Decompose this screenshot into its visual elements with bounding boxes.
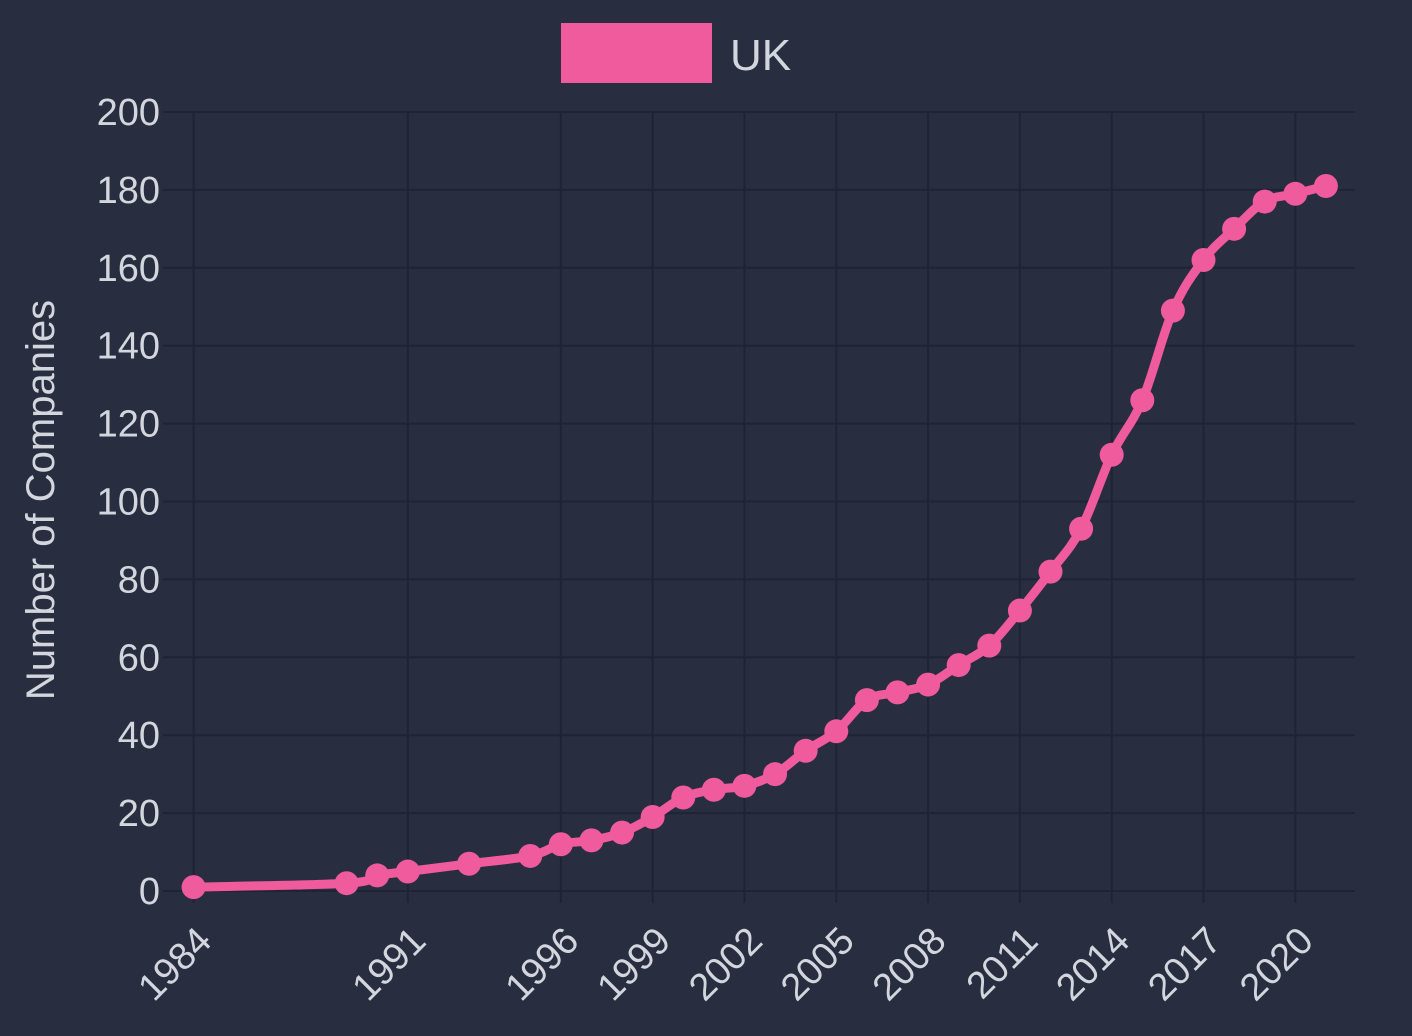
y-tick-label: 40 bbox=[118, 715, 160, 757]
data-point-2014[interactable] bbox=[1099, 442, 1124, 467]
y-tick-label: 80 bbox=[118, 559, 160, 601]
data-point-1996[interactable] bbox=[548, 832, 573, 857]
data-point-2008[interactable] bbox=[916, 672, 941, 697]
x-axis-ticks: 1984 1991 1996 1999 2002 2005 2008 2011 2014 2017… bbox=[130, 920, 1321, 1009]
data-point-2004[interactable] bbox=[793, 738, 818, 763]
legend[interactable]: UK bbox=[561, 23, 791, 83]
data-point-2005[interactable] bbox=[824, 719, 849, 744]
x-tick-label: 2005 bbox=[773, 920, 862, 1009]
data-point-1990[interactable] bbox=[365, 863, 390, 888]
data-point-2011[interactable] bbox=[1007, 598, 1032, 623]
data-point-2021[interactable] bbox=[1313, 174, 1338, 199]
legend-swatch-uk bbox=[561, 23, 712, 83]
data-point-1998[interactable] bbox=[610, 820, 635, 845]
data-point-2007[interactable] bbox=[885, 680, 910, 705]
data-point-1991[interactable] bbox=[395, 859, 420, 884]
y-axis-label: Number of Companies bbox=[19, 300, 63, 700]
data-point-1995[interactable] bbox=[518, 843, 543, 868]
y-tick-label: 200 bbox=[97, 92, 160, 134]
x-tick-label: 1991 bbox=[345, 920, 434, 1009]
y-axis-ticks: 0 20 40 60 80 100 120 140 160 180 200 bbox=[97, 92, 160, 913]
data-point-2013[interactable] bbox=[1069, 516, 1094, 541]
data-point-2002[interactable] bbox=[732, 773, 757, 798]
x-tick-label: 2017 bbox=[1140, 920, 1229, 1009]
x-tick-label: 2020 bbox=[1232, 920, 1321, 1009]
y-tick-label: 100 bbox=[97, 482, 160, 524]
legend-label-uk: UK bbox=[730, 31, 791, 80]
y-tick-label: 0 bbox=[139, 871, 160, 913]
data-point-2010[interactable] bbox=[977, 633, 1002, 658]
y-tick-label: 160 bbox=[97, 248, 160, 290]
data-point-2015[interactable] bbox=[1130, 388, 1155, 413]
data-point-2012[interactable] bbox=[1038, 559, 1063, 584]
data-point-1989[interactable] bbox=[334, 871, 359, 896]
x-tick-label: 2014 bbox=[1049, 920, 1138, 1009]
series-uk bbox=[181, 174, 1338, 900]
data-point-1997[interactable] bbox=[579, 828, 604, 853]
data-point-2006[interactable] bbox=[854, 688, 879, 713]
data-point-2016[interactable] bbox=[1160, 298, 1185, 323]
x-tick-label: 2011 bbox=[959, 920, 1046, 1007]
series-line-uk bbox=[189, 181, 1331, 892]
y-tick-label: 120 bbox=[97, 404, 160, 446]
data-point-1993[interactable] bbox=[457, 851, 482, 876]
y-tick-label: 180 bbox=[97, 170, 160, 212]
data-point-1999[interactable] bbox=[640, 804, 665, 829]
x-tick-label: 1996 bbox=[498, 920, 587, 1009]
x-tick-label: 1999 bbox=[590, 920, 679, 1009]
x-tick-label: 2008 bbox=[865, 920, 954, 1009]
y-tick-label: 20 bbox=[118, 793, 160, 835]
data-point-1984[interactable] bbox=[181, 875, 206, 900]
data-point-2019[interactable] bbox=[1252, 189, 1277, 214]
data-point-2018[interactable] bbox=[1222, 216, 1247, 241]
data-point-2017[interactable] bbox=[1191, 248, 1216, 273]
x-tick-label: 2002 bbox=[681, 920, 770, 1009]
y-tick-label: 60 bbox=[118, 637, 160, 679]
data-point-2001[interactable] bbox=[701, 777, 726, 802]
data-point-2003[interactable] bbox=[763, 762, 788, 787]
x-tick-label: 1984 bbox=[130, 920, 219, 1009]
grid-lines bbox=[163, 111, 1355, 903]
data-point-2020[interactable] bbox=[1283, 181, 1308, 206]
y-tick-label: 140 bbox=[97, 326, 160, 368]
data-point-2000[interactable] bbox=[671, 785, 696, 810]
data-point-2009[interactable] bbox=[946, 653, 971, 678]
